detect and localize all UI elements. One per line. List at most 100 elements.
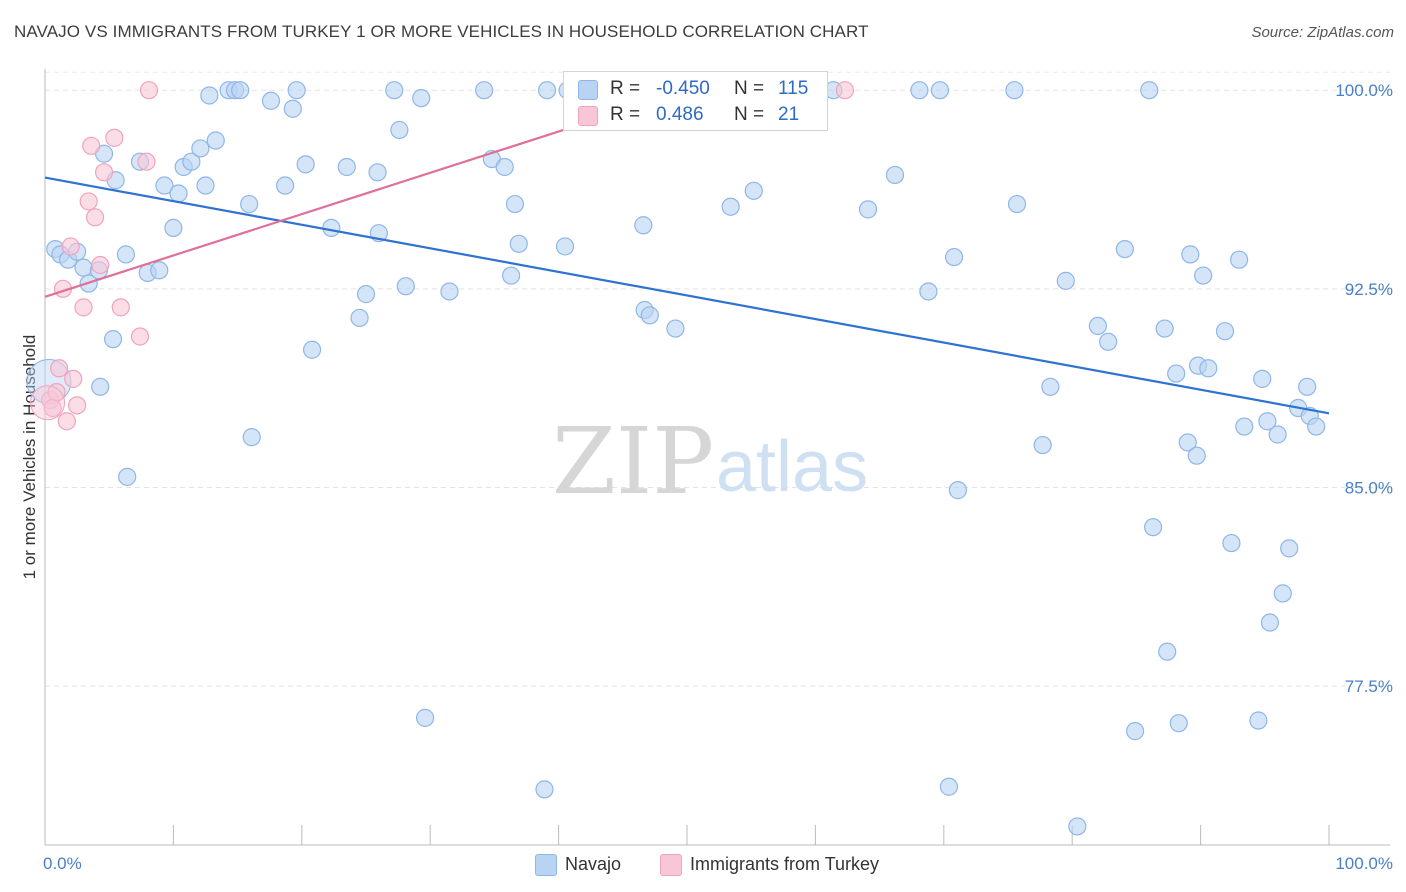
turkey-point-15 [105,128,124,147]
turkey-point-14 [94,163,114,182]
navajo-point-48 [475,81,494,100]
navajo-point-24 [206,131,225,150]
turkey-points [30,81,855,431]
navajo-point-102 [1230,250,1249,269]
turkey-point-3 [50,359,69,378]
navajo-point-64 [721,197,740,216]
navajo-point-47 [440,282,459,301]
bottom-legend-swatch-turkey [660,854,682,876]
trend-lines [44,89,1330,415]
navajo-point-44 [396,277,415,296]
navajo-point-33 [287,81,306,100]
y-tick-label-1: 85.0% [1345,478,1393,497]
navajo-point-98 [1194,266,1213,285]
legend-swatch-navajo [578,80,598,100]
navajo-point-56 [555,237,575,256]
turkey-point-20 [835,81,855,100]
legend-n-label: N = [734,78,765,99]
bottom-legend-label-navajo: Navajo [565,854,622,874]
navajo-point-17 [164,218,183,238]
navajo-point-90 [1155,319,1174,338]
y-tick-label-2: 92.5% [1345,280,1393,299]
turkey-point-17 [130,327,150,346]
navajo-point-12 [118,467,137,486]
navajo-point-18 [169,184,188,203]
legend-r-label: R = [610,104,641,125]
legend-r-value-navajo: -0.450 [656,78,710,99]
navajo-point-54 [535,780,554,799]
bottom-legend-label-turkey: Immigrants from Turkey [690,854,880,874]
navajo-point-95 [1181,245,1200,264]
turkey-point-5 [57,412,76,431]
watermark-zip: ZIP [552,408,714,515]
turkey-point-16 [111,298,130,317]
navajo-point-87 [1126,722,1145,741]
navajo-point-84 [1088,316,1107,336]
navajo-point-85 [1099,332,1118,351]
chart-title: NAVAJO VS IMMIGRANTS FROM TURKEY 1 OR MO… [14,22,869,41]
legend-r-value-turkey: 0.486 [656,104,704,125]
navajo-point-88 [1140,81,1159,100]
navajo-point-104 [1249,711,1268,730]
turkey-point-13 [91,255,110,275]
navajo-point-61 [640,306,659,325]
navajo-point-38 [350,308,369,328]
navajo-point-53 [509,234,528,253]
navajo-point-11 [116,245,135,264]
navajo-point-52 [505,194,525,214]
navajo-point-36 [322,218,341,238]
y-tick-label-3: 100.0% [1335,81,1393,100]
navajo-point-79 [1007,194,1027,214]
navajo-point-109 [1273,584,1292,603]
legend-r-label: R = [610,78,641,99]
turkey-point-2 [47,383,66,402]
navajo-point-71 [885,165,905,185]
navajo-point-94 [1178,433,1197,452]
turkey-point-19 [139,81,159,100]
navajo-point-114 [1307,417,1326,436]
navajo-point-43 [390,120,409,140]
navajo-point-82 [1056,271,1075,290]
x-tick-label-0: 0.0% [43,854,82,873]
navajo-point-35 [302,340,322,359]
turkey-point-8 [67,396,87,415]
navajo-point-62 [666,319,685,338]
navajo-point-107 [1260,613,1280,632]
correlation-legend: R = -0.450 N = 115 R = 0.486 N = 21 [563,71,828,131]
navajo-point-96 [1187,446,1206,465]
axes [44,69,1390,846]
navajo-point-65 [744,181,763,200]
navajo-point-110 [1280,539,1299,558]
navajo-point-80 [1033,435,1052,455]
navajo-point-76 [944,247,964,267]
watermark: ZIP atlas [552,408,868,515]
navajo-point-15 [150,261,169,280]
navajo-point-31 [276,176,295,195]
navajo-point-92 [1167,364,1186,383]
navajo-point-101 [1222,533,1241,553]
navajo-trend-line [44,176,1330,415]
navajo-point-72 [910,81,929,100]
navajo-point-59 [634,216,653,235]
navajo-point-55 [537,81,557,100]
navajo-point-16 [155,176,174,195]
bottom-legend-swatch-navajo [535,854,557,876]
turkey-point-6 [61,237,80,256]
navajo-point-45 [412,89,431,108]
navajo-point-34 [296,155,315,174]
navajo-point-22 [196,176,215,195]
navajo-point-100 [1215,322,1235,341]
y-tick-label-0: 77.5% [1345,677,1393,696]
navajo-point-81 [1041,377,1060,396]
navajo-point-30 [261,91,281,110]
navajo-point-7 [91,377,110,396]
navajo-point-50 [495,157,514,177]
navajo-point-91 [1158,642,1177,661]
navajo-point-46 [415,708,435,727]
legend-n-value-navajo: 115 [778,78,809,99]
navajo-point-89 [1143,518,1163,537]
navajo-point-70 [858,200,878,219]
navajo-point-29 [242,428,261,447]
x-tick-label-1: 100.0% [1335,854,1393,873]
